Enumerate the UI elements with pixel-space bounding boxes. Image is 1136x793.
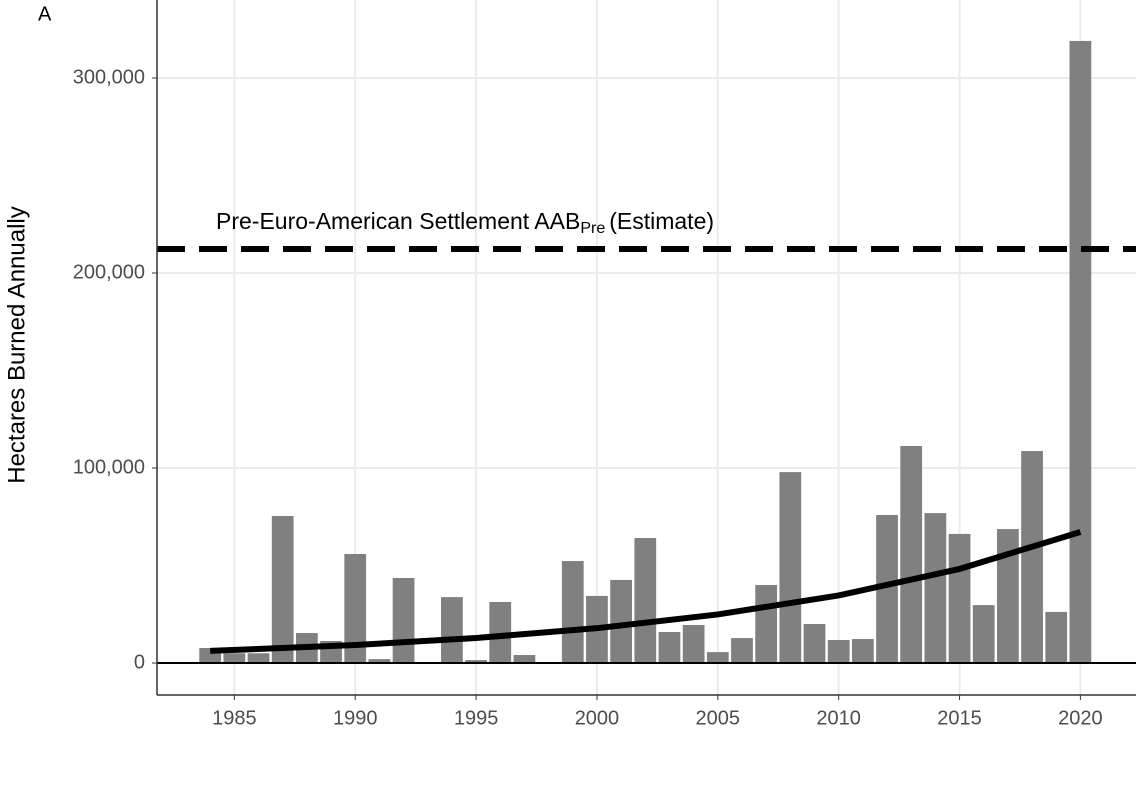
- x-tick-label: 1990: [333, 707, 378, 729]
- x-tick-label: 2005: [696, 707, 741, 729]
- y-tick-label: 0: [134, 651, 145, 673]
- panel-label: A: [38, 3, 52, 25]
- bar: [223, 653, 246, 664]
- bar: [755, 585, 778, 664]
- bar: [344, 554, 367, 664]
- bar: [610, 579, 632, 664]
- bar: [779, 472, 802, 664]
- bar: [634, 538, 657, 664]
- y-tick-label: 200,000: [73, 261, 145, 283]
- bar: [1069, 40, 1092, 664]
- bar: [247, 653, 270, 664]
- annotation-subscript: Pre: [580, 220, 605, 237]
- bar: [924, 513, 947, 664]
- bar: [827, 640, 850, 664]
- x-tick-label: 1985: [212, 707, 257, 729]
- x-tick-label: 2015: [937, 707, 982, 729]
- bar: [368, 659, 391, 664]
- annotation-text: Pre-Euro-American Settlement AAB: [216, 208, 580, 234]
- x-tick-label: 2010: [816, 707, 861, 729]
- bar: [997, 529, 1019, 664]
- x-tick-label: 2000: [575, 707, 620, 729]
- bar: [682, 624, 705, 664]
- bar: [803, 624, 826, 664]
- bar: [706, 652, 729, 664]
- y-tick-label: 300,000: [73, 66, 145, 88]
- bar: [1045, 611, 1068, 664]
- bar: [1021, 451, 1043, 664]
- trend-line: [210, 529, 1082, 654]
- bar: [489, 601, 512, 664]
- bar: [851, 639, 874, 664]
- bar: [441, 597, 463, 664]
- x-tick-label: 1995: [454, 707, 499, 729]
- bar: [513, 655, 536, 664]
- bar: [731, 638, 753, 664]
- bar: [658, 632, 681, 664]
- x-tick-label: 2020: [1058, 707, 1103, 729]
- bar: [876, 515, 898, 664]
- bar: [392, 577, 415, 664]
- bar: [561, 561, 584, 664]
- bar: [972, 605, 995, 664]
- annotation-suffix: (Estimate): [609, 208, 714, 234]
- bar: [465, 660, 487, 664]
- annotation: Pre-Euro-American Settlement AABPre (Esti…: [216, 208, 714, 237]
- bar: [900, 445, 923, 664]
- bar: [271, 515, 294, 664]
- y-axis-label: Hectares Burned Annually: [3, 206, 30, 484]
- y-tick-label: 100,000: [73, 456, 145, 478]
- bar: [948, 533, 971, 664]
